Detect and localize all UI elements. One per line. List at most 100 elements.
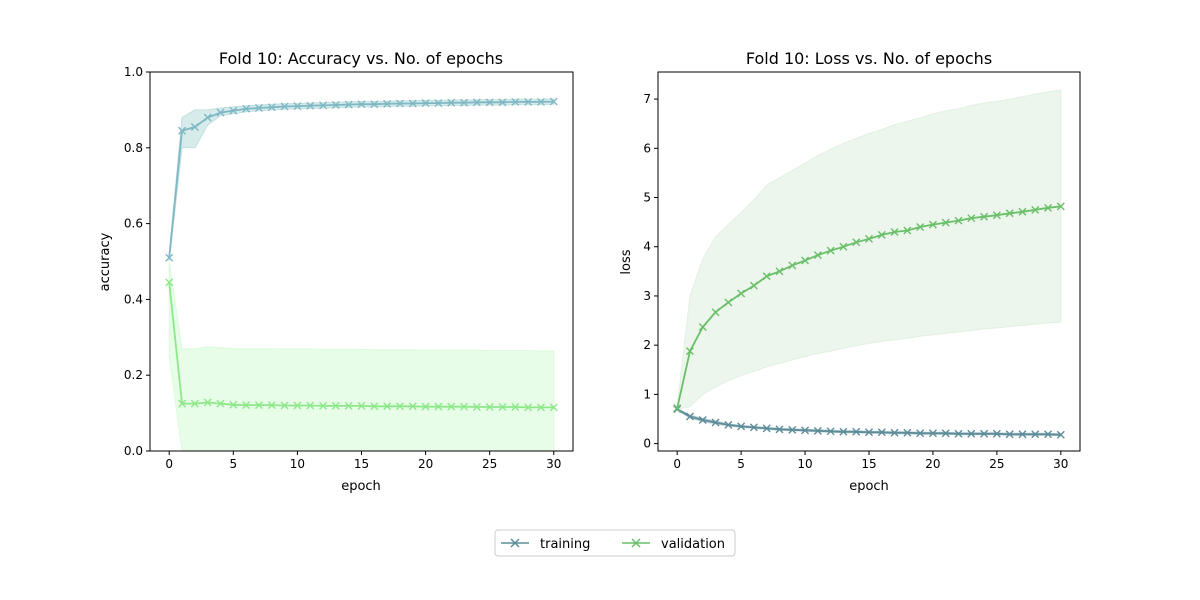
accuracy-y-tick-label: 0.2 xyxy=(124,368,143,382)
legend-validation-marker xyxy=(631,538,641,548)
accuracy-y-tick-label: 1.0 xyxy=(124,65,143,79)
loss-validation-point xyxy=(877,230,886,239)
loss-validation-point xyxy=(813,251,822,260)
accuracy-validation-point xyxy=(421,402,430,411)
loss-training-point xyxy=(1018,430,1027,439)
loss-training-point xyxy=(992,429,1001,438)
loss-validation-point xyxy=(673,404,682,413)
accuracy-training-point xyxy=(280,102,289,111)
accuracy-training-point xyxy=(395,99,404,108)
loss-training-point xyxy=(980,429,989,438)
loss-plot-area xyxy=(657,71,1081,452)
loss-y-axis-label: loss xyxy=(619,249,634,274)
accuracy-validation-point xyxy=(370,402,379,411)
loss-validation-point xyxy=(839,242,848,251)
loss-x-tick-label: 30 xyxy=(1053,457,1068,471)
loss-validation-point xyxy=(980,212,989,221)
accuracy-validation-point xyxy=(216,399,225,408)
loss-training-point xyxy=(839,427,848,436)
accuracy-training-point xyxy=(229,106,238,115)
loss-y-tick-label: 7 xyxy=(643,92,651,106)
loss-y-tick-label: 4 xyxy=(643,240,651,254)
accuracy-validation-point xyxy=(165,278,174,287)
loss-training-point xyxy=(865,428,873,437)
accuracy-training-point xyxy=(267,103,276,112)
accuracy-plot-area xyxy=(149,71,574,452)
accuracy-training-point xyxy=(434,99,443,108)
accuracy-validation-point xyxy=(267,401,276,410)
accuracy-x-axis-label: epoch xyxy=(341,479,381,494)
accuracy-training-point xyxy=(357,100,366,109)
accuracy-training-point xyxy=(165,253,174,262)
loss-training-point xyxy=(685,412,694,421)
accuracy-y-tick-label: 0.4 xyxy=(124,292,143,306)
loss-training-point xyxy=(1056,430,1065,439)
loss-validation-point xyxy=(903,226,912,235)
legend-frame xyxy=(494,529,736,557)
loss-x-tick-label: 10 xyxy=(797,457,812,471)
accuracy-validation-point xyxy=(357,401,366,410)
accuracy-x-tick-label: 25 xyxy=(482,457,497,471)
accuracy-validation-point xyxy=(524,403,533,412)
accuracy-training-point xyxy=(216,108,225,117)
loss-x-axis-label: epoch xyxy=(849,479,889,494)
accuracy-chart: Fold 10: Accuracy vs. No. of epochs 0 5 10… xyxy=(98,49,574,494)
loss-training-point xyxy=(877,428,886,437)
loss-chart: Fold 10: Loss vs. No. of epochs 0 5 10 15 20… xyxy=(619,49,1081,494)
accuracy-training-point xyxy=(524,97,533,106)
accuracy-axis-ticks: 0 5 10 15 20 25 30 0.0 0.2 0.4 0.6 0.8 1.0 xyxy=(124,65,562,471)
legend-training-label: training xyxy=(540,537,590,552)
loss-training-point xyxy=(724,420,733,429)
loss-validation-point xyxy=(801,256,810,265)
loss-training-point xyxy=(928,429,937,438)
accuracy-training-point xyxy=(549,97,558,106)
accuracy-training-point xyxy=(254,104,263,112)
loss-validation-point xyxy=(711,308,720,317)
loss-training-point xyxy=(711,418,720,427)
legend-item-validation: validation xyxy=(622,537,725,552)
loss-y-tick-label: 2 xyxy=(643,338,651,352)
accuracy-x-tick-label: 0 xyxy=(165,457,173,471)
loss-training-point xyxy=(1044,430,1053,439)
loss-validation-point xyxy=(890,227,899,236)
accuracy-validation-point xyxy=(434,402,443,411)
accuracy-validation-point xyxy=(331,401,340,410)
loss-training-point xyxy=(762,424,771,433)
accuracy-validation-point xyxy=(190,399,199,408)
accuracy-training-point xyxy=(536,97,545,106)
accuracy-chart-title: Fold 10: Accuracy vs. No. of epochs xyxy=(219,49,503,68)
accuracy-training-point xyxy=(319,101,328,110)
accuracy-validation-band xyxy=(168,261,555,451)
loss-x-tick-label: 15 xyxy=(861,457,876,471)
legend: training validation xyxy=(494,529,736,557)
loss-validation-point xyxy=(852,238,861,247)
accuracy-training-point xyxy=(203,113,212,122)
accuracy-training-band xyxy=(168,98,555,262)
accuracy-training-point xyxy=(511,97,520,106)
loss-validation-point xyxy=(737,289,746,298)
accuracy-series-layer xyxy=(165,97,558,451)
loss-x-tick-label: 25 xyxy=(989,457,1004,471)
loss-validation-point xyxy=(826,246,835,255)
accuracy-validation-point xyxy=(395,402,404,411)
accuracy-y-axis-label: accuracy xyxy=(98,232,113,291)
loss-training-point xyxy=(737,422,746,431)
loss-training-point xyxy=(916,429,925,438)
accuracy-validation-point xyxy=(344,401,353,410)
accuracy-validation-point xyxy=(549,403,558,412)
accuracy-validation-point xyxy=(242,401,251,410)
loss-validation-point xyxy=(928,220,937,229)
loss-validation-band xyxy=(676,89,1062,410)
loss-x-tick-label: 20 xyxy=(925,457,940,471)
loss-training-point xyxy=(852,427,861,436)
loss-training-point xyxy=(1005,430,1014,439)
accuracy-x-tick-label: 10 xyxy=(290,457,305,471)
loss-validation-point xyxy=(685,347,694,356)
loss-training-point xyxy=(954,429,963,438)
accuracy-validation-point xyxy=(293,401,302,410)
loss-training-point xyxy=(967,429,976,438)
loss-validation-point xyxy=(1044,203,1053,212)
loss-validation-point xyxy=(1005,209,1014,218)
loss-validation-point xyxy=(762,272,771,281)
